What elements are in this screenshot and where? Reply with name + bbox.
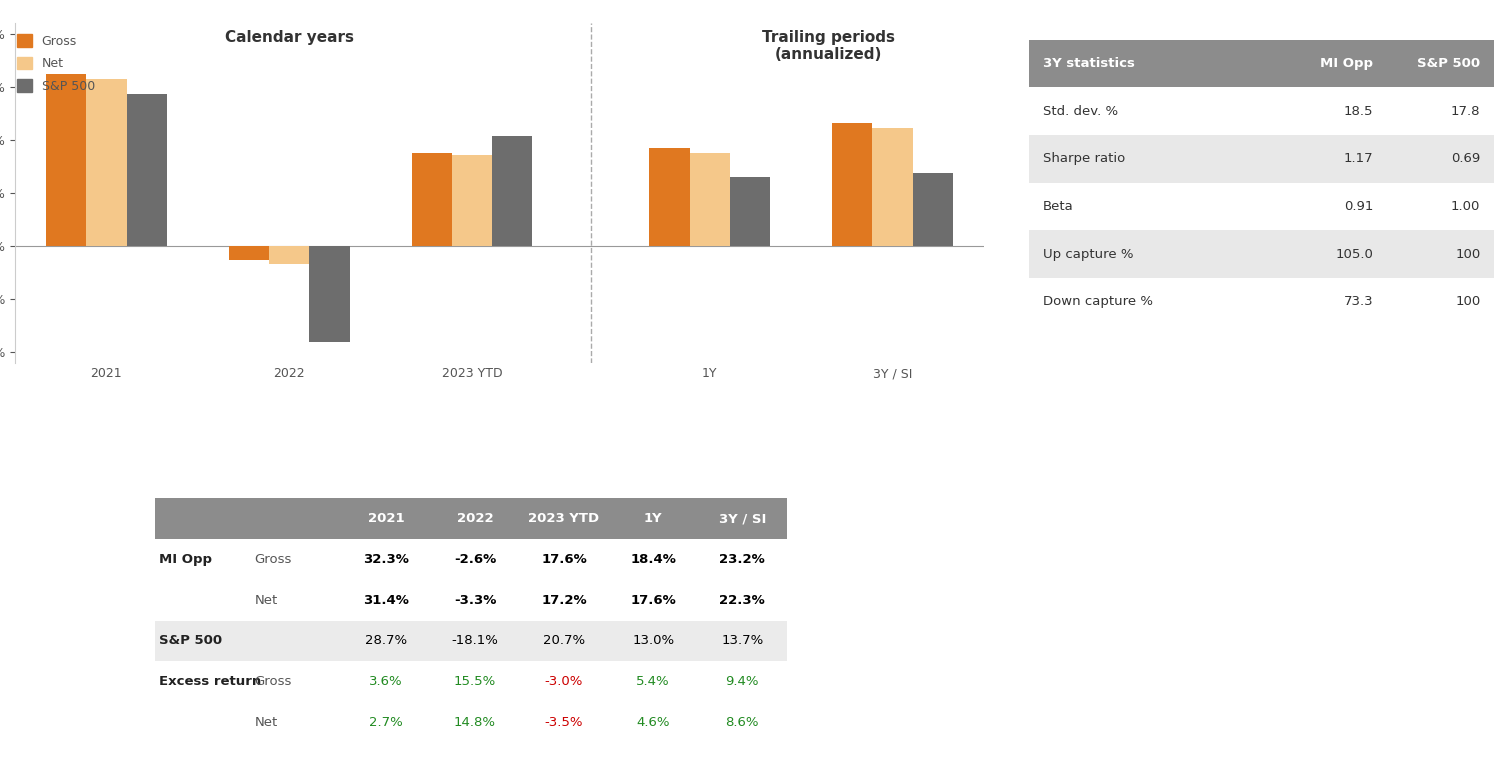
Text: 13.0%: 13.0% [632, 634, 674, 648]
Bar [912, 173, 952, 246]
Text: 1.00: 1.00 [1450, 200, 1480, 213]
Text: 17.6%: 17.6% [542, 553, 586, 566]
Bar [87, 79, 126, 246]
Text: -3.5%: -3.5% [544, 716, 584, 729]
Text: 2.7%: 2.7% [369, 716, 404, 729]
FancyBboxPatch shape [154, 539, 788, 580]
Bar [833, 123, 873, 246]
FancyBboxPatch shape [154, 498, 788, 539]
Text: Trailing periods
(annualized): Trailing periods (annualized) [762, 30, 896, 62]
Text: -3.0%: -3.0% [544, 675, 584, 688]
Bar [46, 75, 87, 246]
Text: 17.2%: 17.2% [542, 594, 586, 607]
Text: 15.5%: 15.5% [454, 675, 497, 688]
Text: Up capture %: Up capture % [1042, 247, 1134, 261]
Text: Std. dev. %: Std. dev. % [1042, 105, 1119, 118]
Text: 1Y: 1Y [702, 367, 717, 380]
Text: 2023 YTD: 2023 YTD [442, 367, 503, 380]
Text: 22.3%: 22.3% [720, 594, 765, 607]
Text: 3.6%: 3.6% [369, 675, 402, 688]
Text: 28.7%: 28.7% [364, 634, 407, 648]
Text: MI Opp: MI Opp [1320, 57, 1374, 70]
FancyBboxPatch shape [154, 702, 788, 742]
FancyBboxPatch shape [1029, 88, 1494, 135]
Text: 0.91: 0.91 [1344, 200, 1374, 213]
Bar [492, 136, 532, 246]
Text: 14.8%: 14.8% [454, 716, 497, 729]
FancyBboxPatch shape [154, 662, 788, 702]
FancyBboxPatch shape [154, 580, 788, 620]
Text: 13.7%: 13.7% [722, 634, 764, 648]
Bar [268, 246, 309, 263]
Text: 17.8: 17.8 [1450, 105, 1480, 118]
Text: 18.5: 18.5 [1344, 105, 1374, 118]
FancyBboxPatch shape [1029, 230, 1494, 278]
Text: 8.6%: 8.6% [726, 716, 759, 729]
Bar [452, 155, 492, 246]
Bar [730, 177, 770, 246]
Text: 4.6%: 4.6% [636, 716, 670, 729]
Bar [690, 153, 730, 246]
Text: 3Y statistics: 3Y statistics [1042, 57, 1136, 70]
Text: Down capture %: Down capture % [1042, 295, 1154, 308]
Text: 100: 100 [1455, 247, 1480, 261]
Text: 20.7%: 20.7% [543, 634, 585, 648]
Text: 17.6%: 17.6% [630, 594, 676, 607]
Text: -3.3%: -3.3% [454, 594, 497, 607]
Text: 2022: 2022 [273, 367, 304, 380]
Bar [126, 94, 166, 246]
Text: 3Y / SI: 3Y / SI [873, 367, 912, 380]
Text: Calendar years: Calendar years [225, 30, 354, 44]
FancyBboxPatch shape [154, 620, 788, 662]
Text: Beta: Beta [1042, 200, 1074, 213]
Text: Gross: Gross [255, 675, 292, 688]
FancyBboxPatch shape [1029, 135, 1494, 182]
Text: 31.4%: 31.4% [363, 594, 410, 607]
Legend: Gross, Net, S&P 500: Gross, Net, S&P 500 [12, 29, 100, 98]
Text: 5.4%: 5.4% [636, 675, 670, 688]
FancyBboxPatch shape [1029, 40, 1494, 88]
Text: 9.4%: 9.4% [726, 675, 759, 688]
Bar [230, 246, 268, 260]
Text: 23.2%: 23.2% [720, 553, 765, 566]
Text: 1Y: 1Y [644, 512, 663, 525]
Text: 3Y / SI: 3Y / SI [718, 512, 766, 525]
Text: MI Opp: MI Opp [159, 553, 212, 566]
Text: 18.4%: 18.4% [630, 553, 676, 566]
Text: 2022: 2022 [456, 512, 494, 525]
Text: 2021: 2021 [368, 512, 404, 525]
Text: S&P 500: S&P 500 [1418, 57, 1480, 70]
Text: Gross: Gross [255, 553, 292, 566]
Text: -18.1%: -18.1% [452, 634, 498, 648]
Text: Net: Net [255, 594, 278, 607]
Text: S&P 500: S&P 500 [159, 634, 222, 648]
Text: 73.3: 73.3 [1344, 295, 1374, 308]
FancyBboxPatch shape [1029, 182, 1494, 230]
Text: 2023 YTD: 2023 YTD [528, 512, 600, 525]
Text: 100: 100 [1455, 295, 1480, 308]
Text: 32.3%: 32.3% [363, 553, 410, 566]
Text: Excess return: Excess return [159, 675, 261, 688]
Text: Sharpe ratio: Sharpe ratio [1042, 153, 1125, 166]
Text: 2021: 2021 [90, 367, 122, 380]
Bar [873, 127, 912, 246]
Text: -2.6%: -2.6% [454, 553, 497, 566]
Bar [411, 153, 452, 246]
FancyBboxPatch shape [1029, 278, 1494, 326]
Bar [309, 246, 350, 342]
Text: Net: Net [255, 716, 278, 729]
Text: 0.69: 0.69 [1450, 153, 1480, 166]
Bar [650, 148, 690, 246]
Text: 105.0: 105.0 [1335, 247, 1374, 261]
Text: 1.17: 1.17 [1344, 153, 1374, 166]
